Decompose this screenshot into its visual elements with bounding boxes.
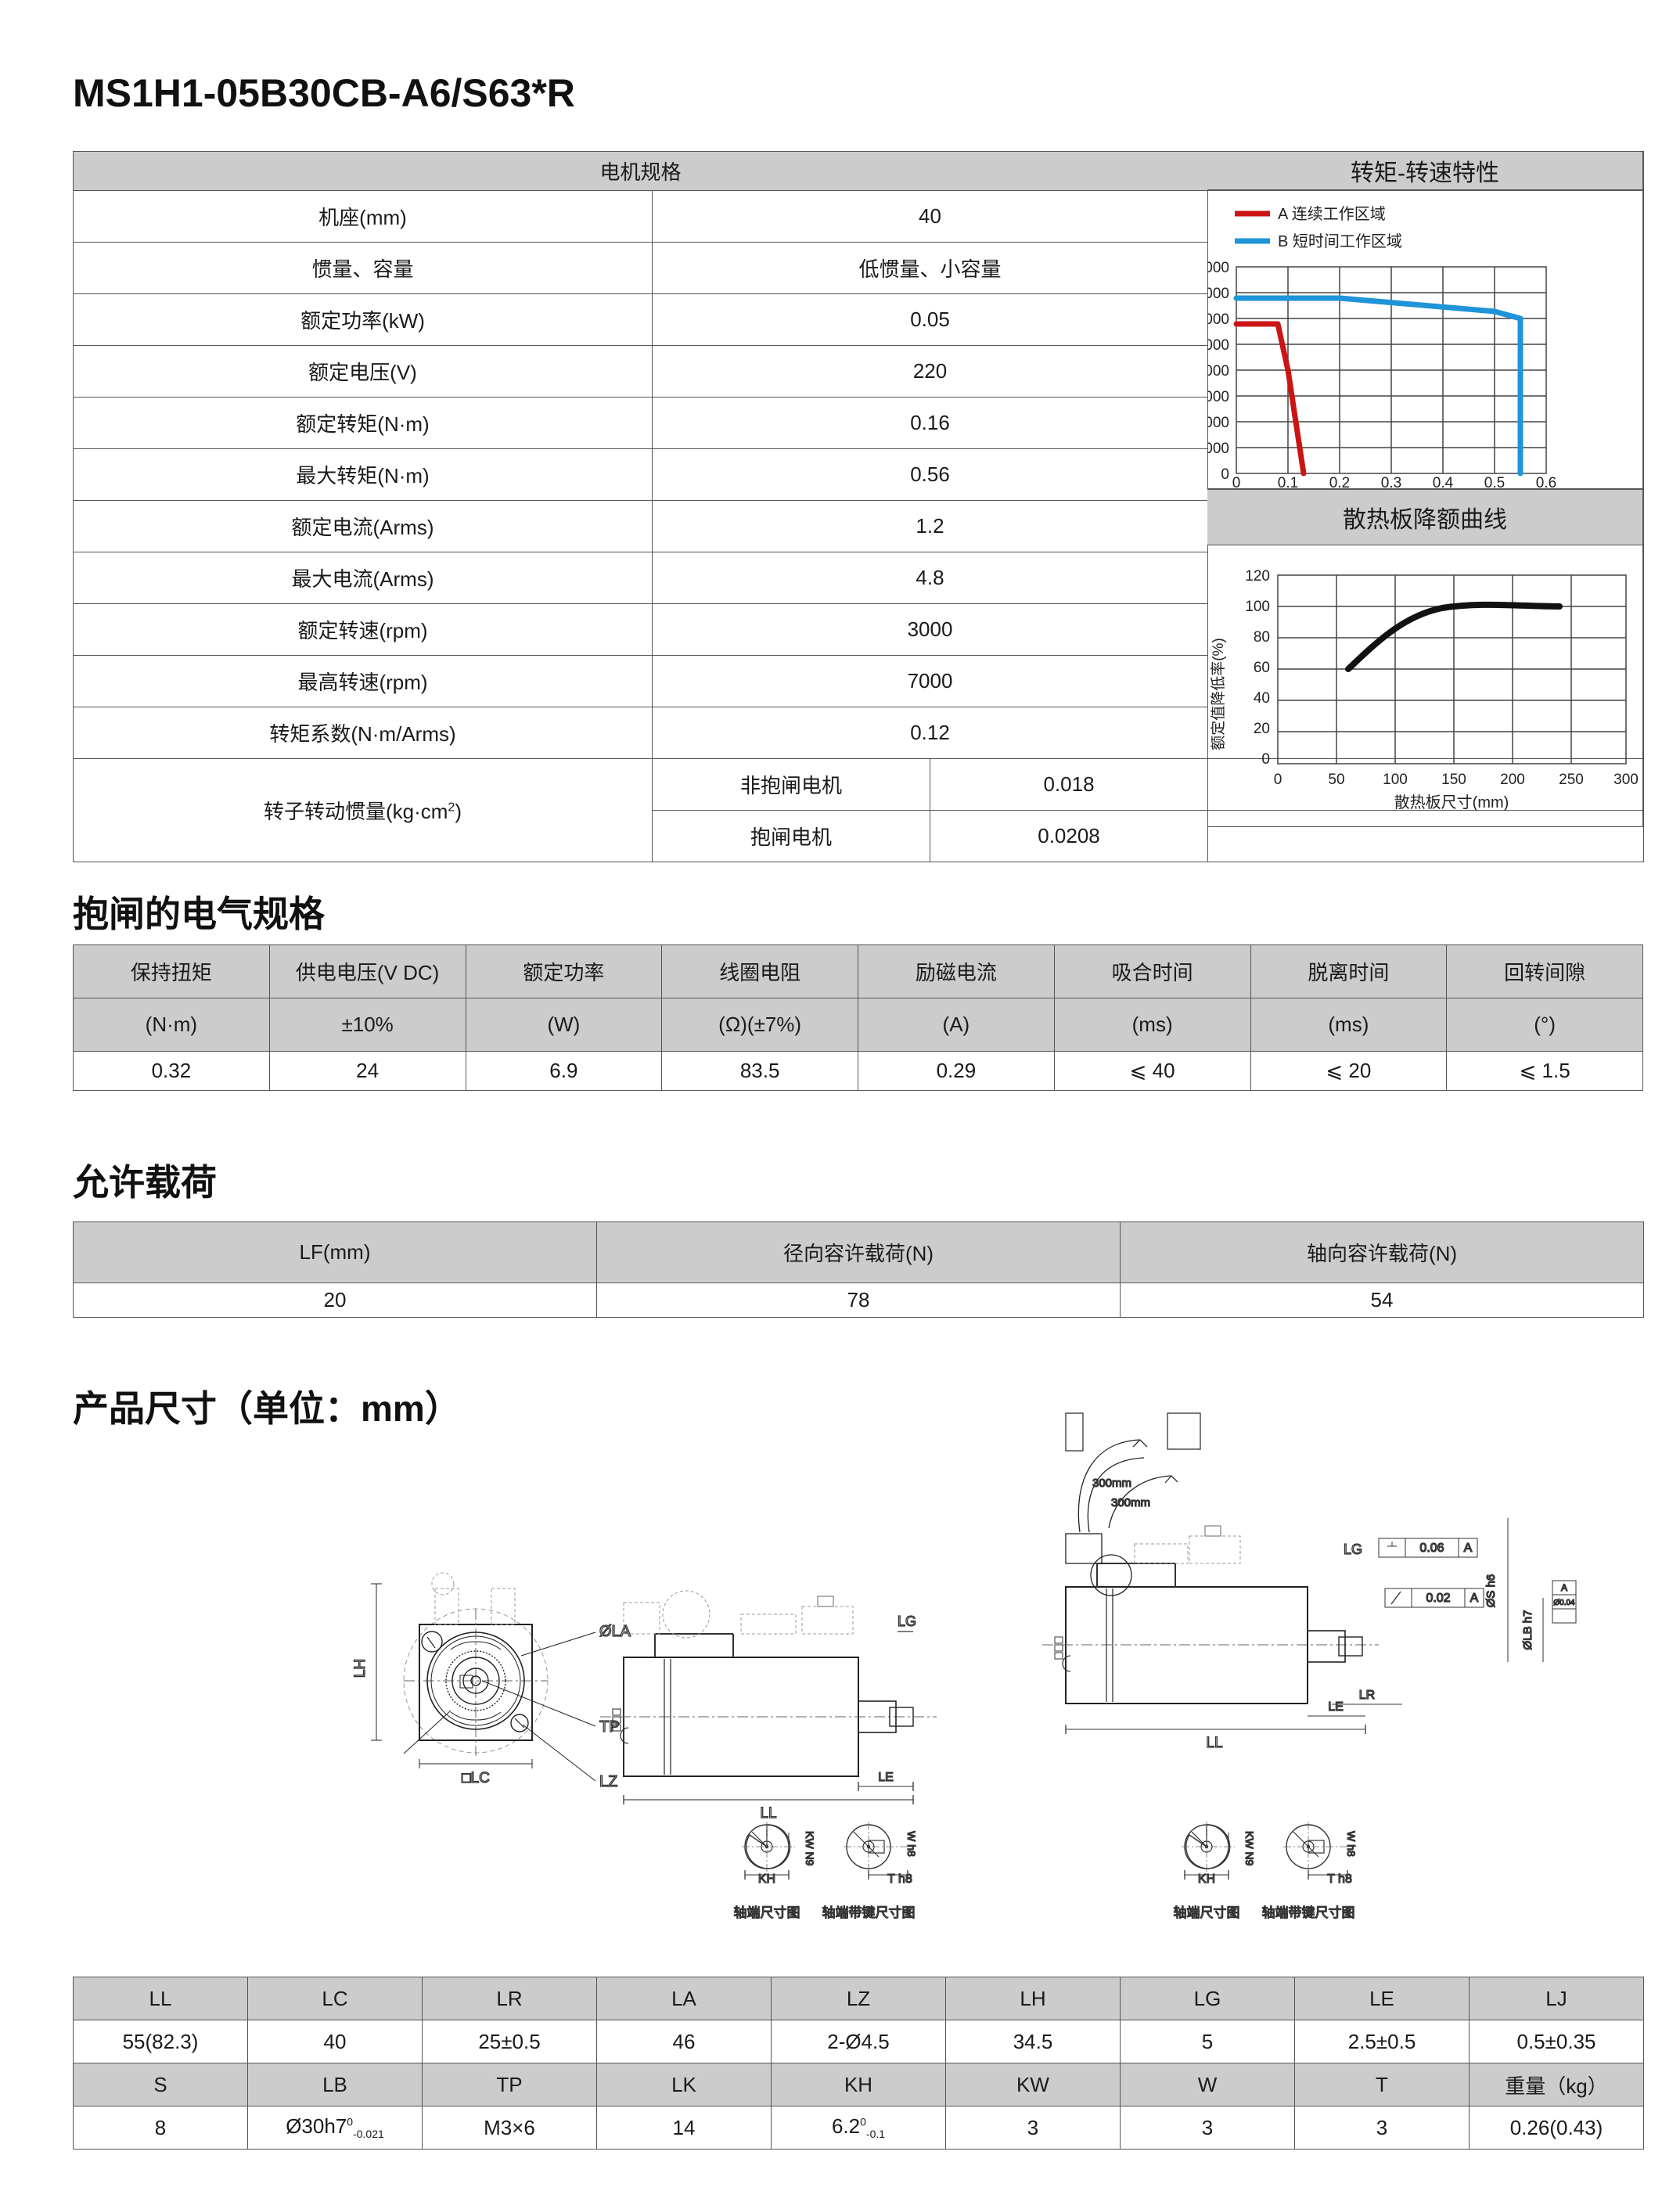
svg-text:LH: LH: [352, 1659, 369, 1678]
svg-text:0.6: 0.6: [1536, 475, 1556, 489]
svg-text:Ø0.04: Ø0.04: [1553, 1599, 1575, 1607]
svg-text:ØS h6: ØS h6: [1484, 1574, 1498, 1608]
svg-text:40: 40: [1254, 690, 1270, 707]
svg-text:W h8: W h8: [1345, 1831, 1358, 1857]
svg-text:8000: 8000: [1207, 260, 1229, 276]
svg-text:LR: LR: [1359, 1689, 1375, 1702]
svg-text:LG: LG: [898, 1614, 916, 1629]
svg-text:0.5: 0.5: [1484, 475, 1505, 489]
svg-text:LE: LE: [878, 1771, 894, 1784]
svg-text:0.1: 0.1: [1278, 475, 1298, 489]
svg-text:LE: LE: [1328, 1700, 1344, 1714]
svg-text:A: A: [1464, 1542, 1473, 1555]
svg-text:0.02: 0.02: [1426, 1592, 1450, 1605]
svg-text:轴端尺寸图: 轴端尺寸图: [734, 1905, 800, 1920]
svg-text:120: 120: [1245, 568, 1270, 585]
svg-text:0: 0: [1274, 772, 1282, 788]
svg-text:5000: 5000: [1207, 337, 1229, 354]
svg-text:散热板尺寸(mm): 散热板尺寸(mm): [1394, 793, 1509, 811]
svg-text:B 短时间工作区域: B 短时间工作区域: [1278, 232, 1402, 250]
svg-text:轴端带键尺寸图: 轴端带键尺寸图: [822, 1905, 916, 1920]
svg-text:0.06: 0.06: [1419, 1542, 1444, 1555]
svg-text:300: 300: [1613, 772, 1639, 788]
svg-text:LL: LL: [1206, 1735, 1222, 1751]
svg-text:7000: 7000: [1207, 286, 1229, 302]
svg-text:80: 80: [1254, 629, 1270, 646]
svg-text:0: 0: [1261, 751, 1270, 768]
svg-text:A: A: [1561, 1582, 1567, 1593]
svg-text:4000: 4000: [1207, 363, 1229, 380]
svg-text:300mm: 300mm: [1111, 1496, 1150, 1509]
svg-text:60: 60: [1254, 660, 1270, 676]
svg-text:□LC: □LC: [462, 1770, 490, 1786]
svg-text:ØLB h7: ØLB h7: [1521, 1610, 1534, 1650]
svg-text:250: 250: [1559, 772, 1584, 788]
svg-text:1000: 1000: [1207, 441, 1229, 457]
svg-text:ØLA: ØLA: [599, 1623, 631, 1640]
svg-text:A: A: [1470, 1592, 1479, 1605]
svg-text:100: 100: [1245, 599, 1270, 615]
svg-text:0.2: 0.2: [1329, 475, 1350, 489]
svg-text:3000: 3000: [1207, 389, 1229, 405]
svg-text:TP: TP: [599, 1718, 620, 1736]
svg-text:0.4: 0.4: [1433, 475, 1454, 489]
svg-text:20: 20: [1254, 721, 1270, 737]
svg-text:额定值降低率(%): 额定值降低率(%): [1210, 638, 1227, 750]
svg-text:0.3: 0.3: [1381, 475, 1401, 489]
svg-text:50: 50: [1328, 772, 1344, 788]
svg-text:0: 0: [1221, 466, 1229, 483]
svg-text:LG: LG: [1344, 1542, 1362, 1557]
svg-text:轴端带键尺寸图: 轴端带键尺寸图: [1262, 1905, 1355, 1920]
svg-text:0: 0: [1232, 475, 1241, 489]
svg-text:200: 200: [1500, 772, 1525, 788]
svg-text:KW N9: KW N9: [1243, 1831, 1256, 1866]
svg-text:6000: 6000: [1207, 311, 1229, 328]
svg-text:100: 100: [1383, 772, 1408, 788]
svg-text:LZ: LZ: [599, 1773, 617, 1790]
svg-text:LL: LL: [760, 1805, 776, 1822]
svg-text:轴端尺寸图: 轴端尺寸图: [1174, 1905, 1240, 1920]
svg-text:W h8: W h8: [905, 1831, 918, 1857]
svg-text:150: 150: [1441, 772, 1466, 788]
svg-text:A 连续工作区域: A 连续工作区域: [1278, 205, 1386, 223]
svg-text:300mm: 300mm: [1092, 1477, 1131, 1490]
svg-text:KW N9: KW N9: [804, 1831, 816, 1866]
